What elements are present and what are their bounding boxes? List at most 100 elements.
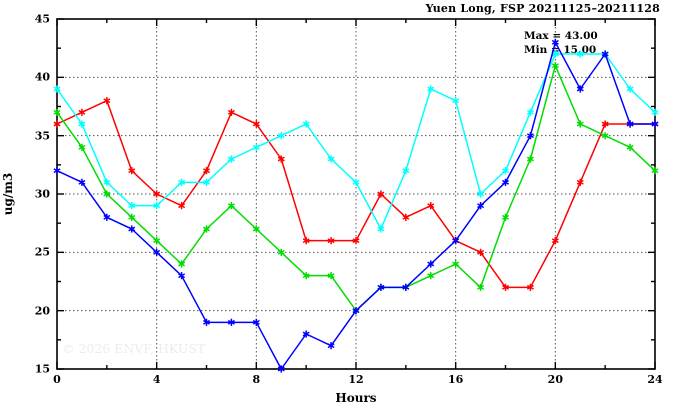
data-point-marker: [377, 284, 385, 290]
data-point-marker: [128, 203, 136, 209]
data-point-marker: [477, 249, 485, 255]
data-point-marker: [427, 273, 435, 279]
data-point-marker: [551, 238, 559, 244]
y-tick-label: 35: [34, 129, 50, 143]
data-point-marker: [576, 51, 584, 57]
data-point-marker: [103, 98, 111, 104]
data-point-marker: [377, 191, 385, 197]
data-point-marker: [502, 168, 509, 174]
x-tick-label: 4: [152, 373, 161, 386]
data-point-marker: [352, 179, 360, 185]
data-point-marker: [103, 179, 111, 185]
x-tick-label: 16: [448, 373, 464, 386]
data-point-marker: [526, 109, 534, 115]
data-point-marker: [203, 319, 210, 325]
data-point-marker: [252, 319, 260, 325]
x-axis-label: Hours: [335, 391, 377, 405]
data-point-marker: [601, 51, 609, 57]
series-day1: [53, 97, 659, 291]
data-point-marker: [53, 168, 61, 174]
data-point-marker: [53, 109, 61, 115]
data-point-marker: [626, 144, 634, 150]
annotation-max: Max = 43.00: [524, 30, 598, 42]
data-point-marker: [576, 121, 584, 127]
data-point-marker: [78, 121, 86, 127]
data-point-marker: [327, 156, 335, 162]
data-point-marker: [402, 214, 410, 220]
data-point-marker: [302, 121, 310, 127]
data-point-marker: [203, 168, 210, 174]
data-point-marker: [103, 191, 111, 197]
x-tick-label: 8: [252, 373, 261, 386]
y-tick-label: 40: [34, 70, 50, 84]
data-point-marker: [302, 331, 310, 337]
data-point-marker: [502, 179, 509, 185]
data-point-marker: [452, 238, 460, 244]
data-point-marker: [427, 261, 435, 267]
data-point-marker: [601, 133, 609, 139]
data-point-marker: [227, 109, 235, 115]
data-point-marker: [128, 168, 136, 174]
data-point-marker: [576, 179, 584, 185]
data-point-marker: [502, 214, 509, 220]
data-point-marker: [402, 284, 410, 290]
data-point-marker: [153, 203, 161, 209]
y-tick-label: 45: [34, 12, 50, 26]
y-tick-label: 15: [34, 362, 50, 376]
series-day4: [53, 38, 659, 373]
data-point-marker: [526, 133, 534, 139]
data-point-marker: [526, 156, 534, 162]
data-point-marker: [227, 319, 235, 325]
data-point-marker: [227, 203, 235, 209]
x-tick-label: 20: [547, 373, 563, 386]
data-point-marker: [502, 284, 509, 290]
data-point-marker: [327, 273, 335, 279]
data-point-marker: [227, 156, 235, 162]
data-point-marker: [651, 168, 659, 174]
data-point-marker: [576, 86, 584, 92]
data-point-marker: [477, 203, 485, 209]
data-point-marker: [128, 214, 136, 220]
data-point-marker: [327, 238, 335, 244]
y-tick-label: 25: [34, 245, 50, 259]
data-point-marker: [53, 86, 61, 92]
data-point-marker: [651, 109, 659, 115]
data-point-marker: [178, 273, 186, 279]
data-point-marker: [153, 238, 161, 244]
data-point-marker: [651, 121, 659, 127]
data-point-marker: [477, 284, 485, 290]
data-point-marker: [626, 121, 634, 127]
data-point-marker: [427, 203, 435, 209]
data-point-marker: [53, 121, 61, 127]
chart-title: Yuen Long, FSP 20211125–20211128: [425, 2, 660, 15]
data-point-marker: [302, 238, 310, 244]
data-point-marker: [427, 86, 435, 92]
x-tick-label: 0: [53, 373, 61, 386]
data-point-marker: [526, 284, 534, 290]
series-day3: [53, 50, 659, 233]
data-point-marker: [252, 226, 260, 232]
data-point-marker: [327, 343, 335, 349]
data-point-marker: [203, 226, 210, 232]
data-point-marker: [601, 121, 609, 127]
data-point-marker: [178, 261, 186, 267]
data-point-marker: [128, 226, 136, 232]
data-point-marker: [252, 121, 260, 127]
data-point-marker: [103, 214, 111, 220]
data-point-marker: [352, 308, 360, 314]
data-point-marker: [277, 366, 285, 372]
data-point-marker: [277, 156, 285, 162]
data-point-marker: [302, 273, 310, 279]
x-tick-label: 24: [647, 373, 663, 386]
data-point-marker: [277, 133, 285, 139]
data-point-marker: [377, 226, 385, 232]
data-point-marker: [402, 168, 410, 174]
y-tick-label: 30: [34, 187, 50, 201]
data-point-marker: [153, 249, 161, 255]
data-point-marker: [78, 179, 86, 185]
data-point-marker: [551, 63, 559, 69]
data-point-marker: [551, 39, 559, 45]
data-point-marker: [252, 144, 260, 150]
